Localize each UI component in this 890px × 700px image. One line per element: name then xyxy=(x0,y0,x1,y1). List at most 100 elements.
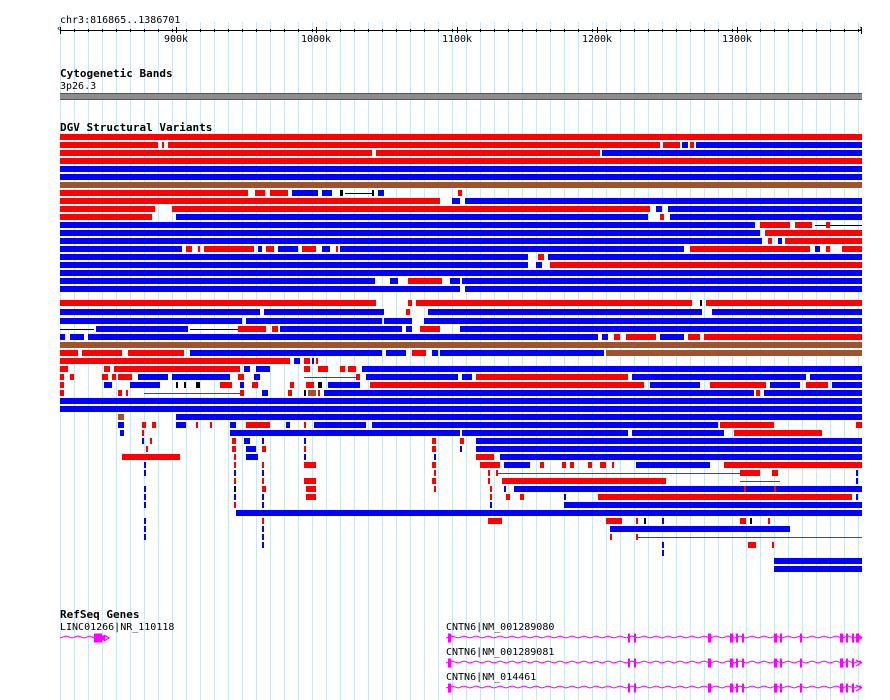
structural-variant[interactable] xyxy=(490,502,492,508)
structural-variant[interactable] xyxy=(186,246,192,252)
structural-variant[interactable] xyxy=(696,142,862,148)
structural-variant[interactable] xyxy=(774,486,776,492)
structural-variant[interactable] xyxy=(262,438,264,444)
gene-exon[interactable] xyxy=(742,658,744,668)
structural-variant[interactable] xyxy=(60,300,376,306)
structural-variant[interactable] xyxy=(102,374,108,380)
structural-variant[interactable] xyxy=(656,206,662,212)
structural-variant[interactable] xyxy=(262,526,264,532)
structural-variant[interactable] xyxy=(424,318,862,324)
gene-exon[interactable] xyxy=(852,683,854,693)
structural-variant[interactable] xyxy=(704,334,862,340)
structural-variant[interactable] xyxy=(286,422,290,428)
structural-variant[interactable] xyxy=(240,390,244,396)
gene-intron[interactable] xyxy=(445,660,863,664)
structural-variant[interactable] xyxy=(390,278,398,284)
structural-variant[interactable] xyxy=(144,462,146,468)
gene-exon[interactable] xyxy=(448,683,451,693)
structural-variant[interactable] xyxy=(60,166,862,172)
structural-variant[interactable] xyxy=(246,446,256,452)
structural-variant[interactable] xyxy=(60,238,762,244)
structural-variant[interactable] xyxy=(60,206,155,212)
structural-variant[interactable] xyxy=(264,309,384,315)
structural-variant[interactable] xyxy=(636,462,710,468)
structural-variant[interactable] xyxy=(750,518,752,524)
structural-variant[interactable] xyxy=(272,326,278,332)
structural-variant[interactable] xyxy=(232,438,236,444)
structural-variant[interactable] xyxy=(184,382,186,388)
structural-variant[interactable] xyxy=(328,382,360,388)
structural-variant[interactable] xyxy=(564,502,862,508)
structural-variant[interactable] xyxy=(236,510,862,516)
gene-exon[interactable] xyxy=(742,633,744,643)
structural-variant[interactable] xyxy=(246,422,270,428)
structural-variant[interactable] xyxy=(460,446,462,452)
structural-variant[interactable] xyxy=(856,422,862,428)
structural-variant[interactable] xyxy=(660,214,664,220)
structural-variant[interactable] xyxy=(152,422,156,428)
structural-variant[interactable] xyxy=(322,246,330,252)
structural-variant[interactable] xyxy=(144,470,146,476)
structural-variant[interactable] xyxy=(362,366,862,372)
structural-variant[interactable] xyxy=(832,382,862,388)
structural-variant[interactable] xyxy=(234,502,236,508)
structural-variant[interactable] xyxy=(172,374,230,380)
structural-variant[interactable] xyxy=(690,246,810,252)
gene-exon[interactable] xyxy=(736,683,738,693)
structural-variant[interactable] xyxy=(538,254,544,260)
structural-variant[interactable] xyxy=(810,374,862,380)
structural-variant[interactable] xyxy=(318,366,328,372)
structural-variant[interactable] xyxy=(118,374,132,380)
structural-variant[interactable] xyxy=(288,390,292,396)
structural-variant[interactable] xyxy=(255,190,265,196)
structural-variant[interactable] xyxy=(720,422,774,428)
structural-variant[interactable] xyxy=(480,462,500,468)
structural-variant[interactable] xyxy=(114,366,240,372)
structural-variant[interactable] xyxy=(602,150,862,156)
structural-variant[interactable] xyxy=(304,422,306,428)
structural-variant[interactable] xyxy=(60,246,182,252)
structural-variant[interactable] xyxy=(278,246,298,252)
gene-exon[interactable] xyxy=(780,633,782,643)
structural-variant[interactable] xyxy=(60,134,862,140)
structural-variant[interactable] xyxy=(122,454,180,460)
structural-variant[interactable] xyxy=(308,390,316,396)
structural-variant[interactable] xyxy=(774,558,862,564)
structural-variant[interactable] xyxy=(294,358,300,364)
structural-variant[interactable] xyxy=(460,326,862,332)
gene-exon[interactable] xyxy=(708,658,711,668)
structural-variant[interactable] xyxy=(144,486,146,492)
structural-variant[interactable] xyxy=(488,518,502,524)
structural-variant[interactable] xyxy=(144,502,146,508)
gene-exon[interactable] xyxy=(736,633,738,643)
structural-variant[interactable] xyxy=(96,326,188,332)
structural-variant[interactable] xyxy=(748,542,756,548)
structural-variant[interactable] xyxy=(172,206,650,212)
structural-variant[interactable] xyxy=(682,142,688,148)
structural-variant[interactable] xyxy=(256,366,270,372)
structural-variant[interactable] xyxy=(340,246,684,252)
structural-variant[interactable] xyxy=(458,190,462,196)
structural-variant[interactable] xyxy=(70,374,74,380)
structural-variant[interactable] xyxy=(856,470,858,476)
structural-variant[interactable] xyxy=(462,374,472,380)
structural-variant[interactable] xyxy=(795,222,812,228)
gene-exon[interactable] xyxy=(780,683,782,693)
structural-variant[interactable] xyxy=(432,478,436,484)
structural-variant[interactable] xyxy=(340,190,343,196)
structural-variant[interactable] xyxy=(176,414,862,420)
structural-variant[interactable] xyxy=(60,182,862,188)
structural-variant[interactable] xyxy=(502,478,666,484)
structural-variant[interactable] xyxy=(662,550,664,556)
structural-variant[interactable] xyxy=(312,358,314,364)
structural-variant[interactable] xyxy=(598,494,852,500)
structural-variant[interactable] xyxy=(304,446,306,452)
strand-arrow-icon[interactable] xyxy=(103,634,111,642)
structural-variant[interactable] xyxy=(304,462,316,468)
structural-variant[interactable] xyxy=(626,334,656,340)
structural-variant[interactable] xyxy=(842,246,862,252)
structural-variant[interactable] xyxy=(146,446,148,452)
structural-variant[interactable] xyxy=(490,494,492,500)
structural-variant[interactable] xyxy=(60,214,152,220)
